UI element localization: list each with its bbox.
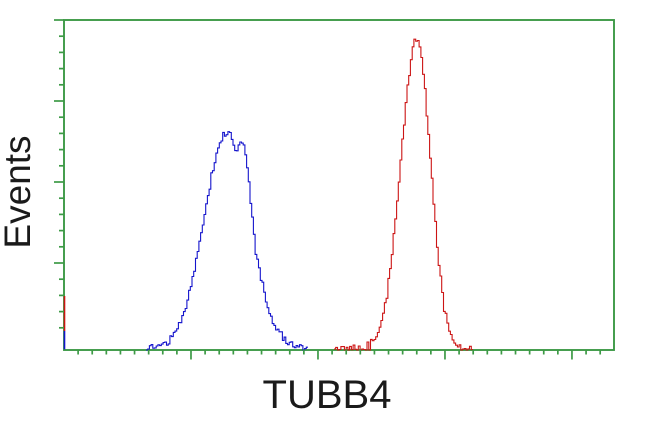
svg-text:TUBB4: TUBB4 — [263, 373, 392, 417]
svg-text:Events: Events — [0, 135, 38, 248]
